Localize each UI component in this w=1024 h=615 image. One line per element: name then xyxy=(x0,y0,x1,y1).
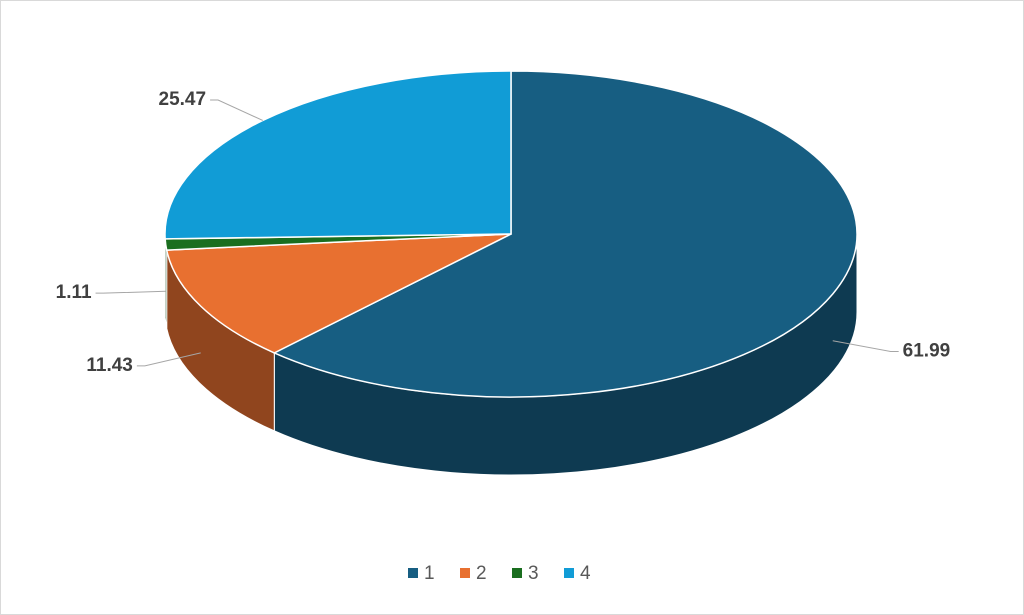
legend-label: 1 xyxy=(424,563,435,584)
pie-slice xyxy=(164,70,512,240)
legend-swatch xyxy=(512,568,522,578)
legend-label: 3 xyxy=(528,563,539,584)
legend-swatch xyxy=(564,568,574,578)
data-label: 1.11 xyxy=(56,282,92,303)
data-label: 25.47 xyxy=(159,89,207,110)
data-label: 61.99 xyxy=(903,341,951,362)
data-label: 11.43 xyxy=(86,355,133,376)
legend-label: 4 xyxy=(580,563,591,584)
leader-line xyxy=(832,340,899,353)
legend-swatch xyxy=(408,568,418,578)
leader-line xyxy=(95,290,166,294)
leader-line xyxy=(210,99,263,121)
legend-label: 2 xyxy=(476,563,487,584)
legend-swatch xyxy=(460,568,470,578)
pie-slice xyxy=(165,233,512,354)
pie-slice xyxy=(272,70,858,398)
leader-line xyxy=(136,352,201,367)
